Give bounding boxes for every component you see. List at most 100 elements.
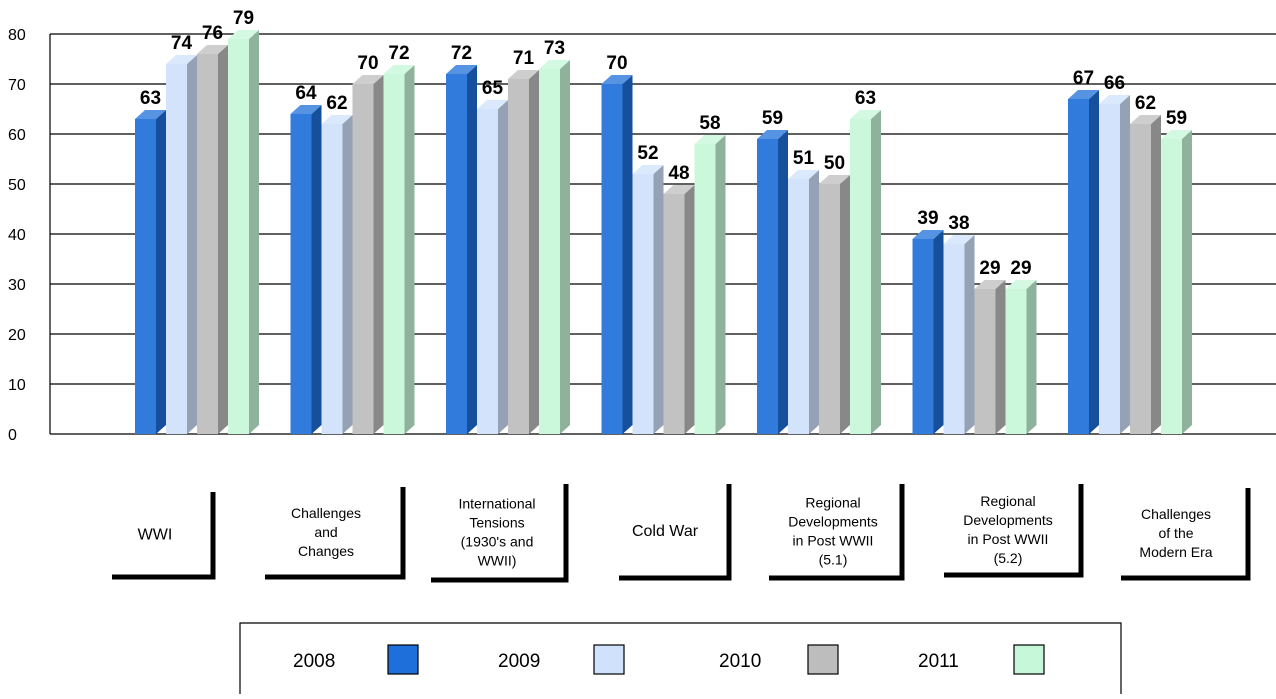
data-label: 51 bbox=[793, 148, 815, 169]
data-label: 72 bbox=[451, 43, 472, 64]
legend-item: 2008 bbox=[293, 644, 419, 675]
data-label: 29 bbox=[979, 258, 1000, 279]
data-label: 58 bbox=[699, 113, 720, 134]
category-labels: WWI Challenges and Changes International Tens… bbox=[112, 484, 1251, 583]
legend-label: 2008 bbox=[293, 651, 335, 672]
category-label: Regional Developments in Post WWII (5.1) bbox=[769, 484, 905, 581]
data-label: 72 bbox=[388, 43, 409, 64]
data-label: 48 bbox=[668, 163, 689, 184]
category-label: Challenges and Changes bbox=[265, 487, 406, 580]
data-label: 64 bbox=[295, 83, 317, 104]
category-label-line: Regional bbox=[805, 495, 860, 511]
bar bbox=[135, 110, 166, 434]
data-label: 62 bbox=[1135, 93, 1156, 114]
category-label-line: Tensions bbox=[469, 515, 524, 531]
bar bbox=[352, 75, 384, 434]
bar bbox=[1161, 130, 1192, 434]
category-label-line: (5.1) bbox=[819, 552, 848, 568]
category-label-line: in Post WWII bbox=[793, 533, 874, 549]
bar bbox=[912, 230, 944, 434]
data-label: 76 bbox=[202, 23, 223, 44]
legend: 2008 2009 2010 2011 bbox=[239, 622, 1122, 694]
bar bbox=[228, 30, 259, 434]
bar bbox=[1099, 95, 1130, 434]
legend-swatch bbox=[387, 644, 419, 675]
legend-item: 2009 bbox=[498, 644, 625, 675]
bar bbox=[663, 185, 695, 434]
y-tick-label: 30 bbox=[8, 277, 26, 294]
legend-item: 2010 bbox=[719, 644, 839, 675]
bar bbox=[383, 65, 415, 434]
bar bbox=[632, 165, 664, 434]
bar bbox=[974, 280, 1006, 434]
data-labels: 63 74 76 79 64 62 70 72 72 65 71 73 70 52 48 58 59 51 50 63… bbox=[140, 8, 1187, 279]
category-label-line: and bbox=[314, 524, 337, 540]
category-bracket bbox=[769, 484, 905, 581]
y-tick-label: 40 bbox=[8, 227, 26, 244]
category-label-line: Cold War bbox=[632, 523, 699, 540]
bar bbox=[819, 175, 850, 434]
data-label: 29 bbox=[1010, 258, 1031, 279]
category-label-line: of the bbox=[1158, 525, 1193, 541]
data-label: 62 bbox=[326, 93, 347, 114]
category-label-line: WWI bbox=[138, 527, 173, 544]
data-label: 50 bbox=[824, 153, 845, 174]
data-label: 66 bbox=[1104, 73, 1125, 94]
category-bracket bbox=[619, 484, 732, 581]
bar bbox=[290, 105, 322, 434]
data-label: 39 bbox=[917, 208, 938, 229]
bar bbox=[788, 170, 819, 434]
legend-label: 2009 bbox=[498, 651, 540, 672]
category-bracket bbox=[944, 484, 1084, 578]
y-tick-label: 20 bbox=[8, 327, 26, 344]
category-bracket bbox=[431, 484, 569, 583]
data-label: 38 bbox=[948, 213, 969, 234]
category-label-line: Challenges bbox=[1141, 506, 1211, 522]
data-label: 70 bbox=[606, 53, 627, 74]
bar bbox=[694, 135, 726, 434]
category-label-line: Challenges bbox=[291, 505, 361, 521]
bar bbox=[757, 130, 788, 434]
category-label-line: Developments bbox=[788, 514, 878, 530]
category-bracket bbox=[265, 487, 406, 580]
y-axis-ticks: 0 10 20 30 40 50 60 70 80 bbox=[8, 27, 26, 444]
legend-label: 2010 bbox=[719, 651, 761, 672]
y-tick-label: 10 bbox=[8, 377, 26, 394]
category-label-line: Regional bbox=[980, 493, 1035, 509]
y-tick-label: 80 bbox=[8, 27, 26, 44]
y-tick-label: 60 bbox=[8, 127, 26, 144]
category-label-line: (5.2) bbox=[994, 550, 1023, 566]
data-label: 67 bbox=[1073, 68, 1094, 89]
legend-swatch bbox=[593, 644, 625, 675]
bar bbox=[1005, 280, 1037, 434]
category-label-line: International bbox=[458, 496, 535, 512]
bar bbox=[446, 65, 477, 434]
category-label: International Tensions (1930's and WWII) bbox=[431, 484, 569, 583]
data-label: 59 bbox=[762, 108, 783, 129]
y-tick-label: 70 bbox=[8, 77, 26, 94]
data-label: 74 bbox=[171, 33, 193, 54]
category-label: Cold War bbox=[619, 484, 732, 581]
bar bbox=[539, 60, 570, 434]
category-label-line: Developments bbox=[963, 512, 1053, 528]
data-label: 73 bbox=[544, 38, 565, 59]
bar bbox=[166, 55, 197, 434]
bar bbox=[601, 75, 633, 434]
category-label-line: Modern Era bbox=[1139, 544, 1212, 560]
data-label: 63 bbox=[140, 88, 161, 109]
legend-item: 2011 bbox=[918, 644, 1045, 675]
category-label: Regional Developments in Post WWII (5.2) bbox=[944, 484, 1084, 578]
data-label: 63 bbox=[855, 88, 876, 109]
category-bracket bbox=[112, 492, 216, 580]
bar bbox=[1130, 115, 1161, 434]
bars bbox=[135, 30, 1192, 434]
legend-label: 2011 bbox=[918, 651, 959, 672]
bar bbox=[850, 110, 881, 434]
data-label: 52 bbox=[637, 143, 658, 164]
y-tick-label: 50 bbox=[8, 177, 26, 194]
category-label: WWI bbox=[112, 492, 216, 580]
bar bbox=[197, 45, 228, 434]
data-label: 71 bbox=[513, 48, 535, 69]
